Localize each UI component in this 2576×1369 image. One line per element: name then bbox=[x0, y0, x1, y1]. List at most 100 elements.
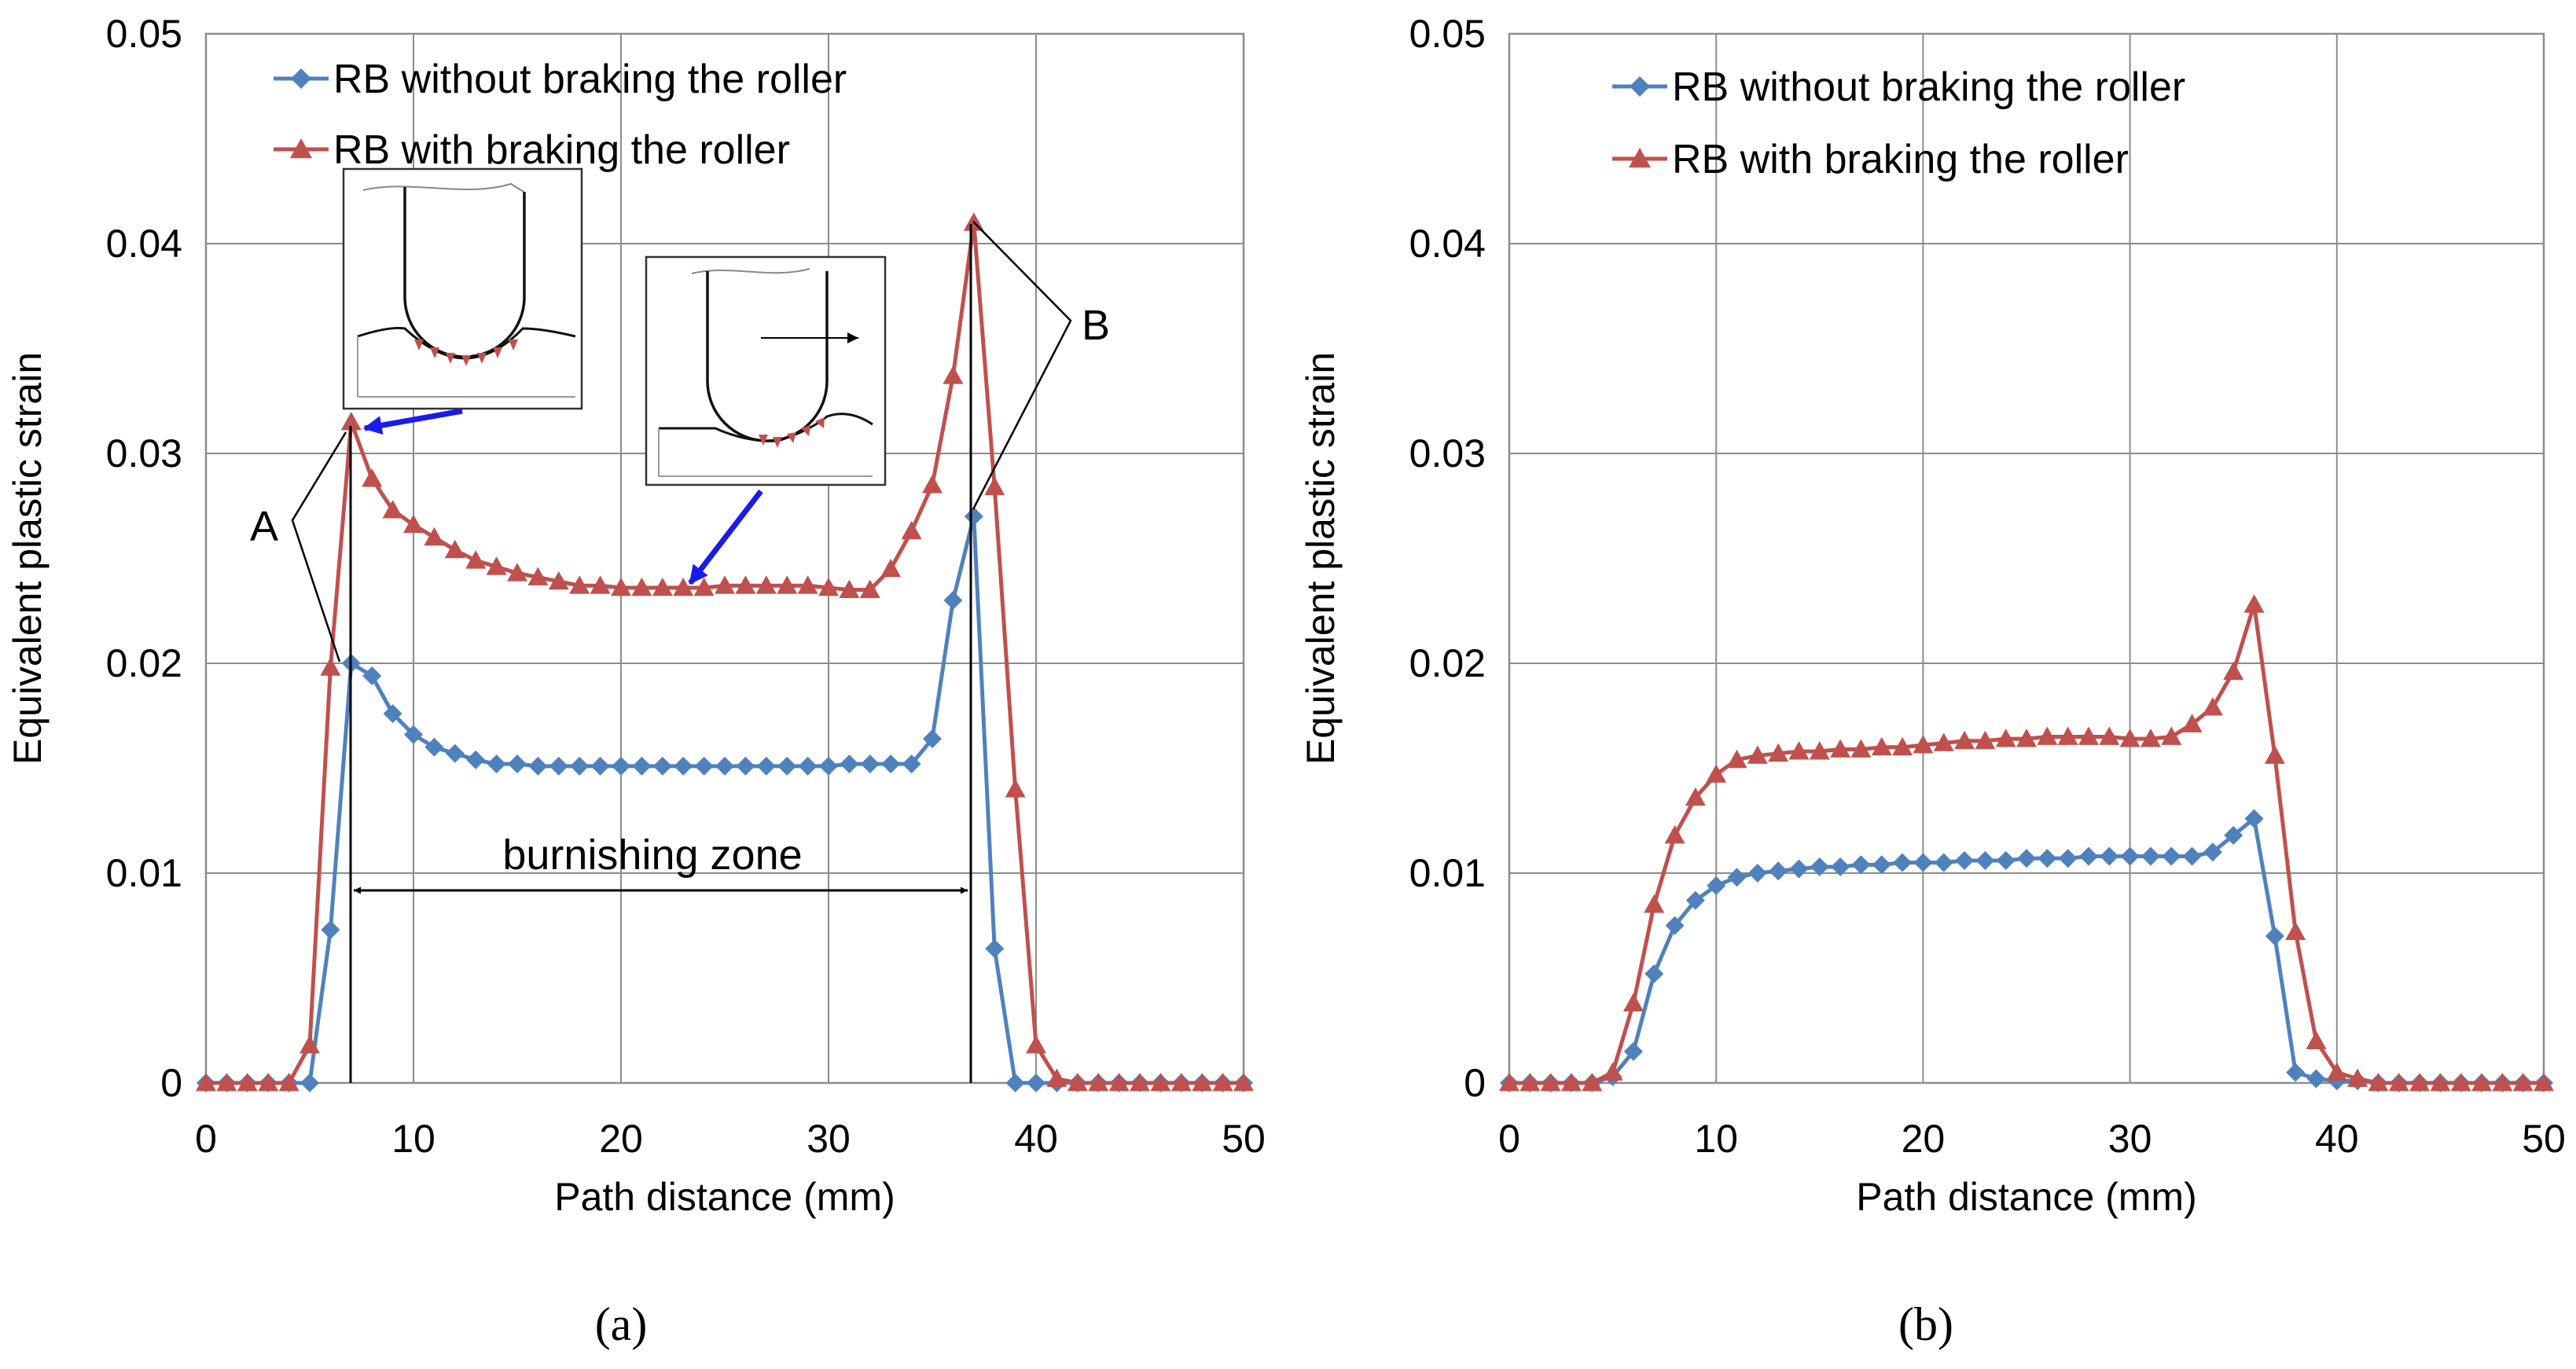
data-point bbox=[777, 756, 797, 776]
data-point bbox=[527, 567, 549, 585]
data-point bbox=[2347, 1068, 2368, 1088]
data-point bbox=[1707, 876, 1726, 896]
data-point bbox=[1769, 861, 1788, 881]
data-point bbox=[445, 743, 465, 763]
data-point bbox=[1233, 1073, 1254, 1092]
data-point bbox=[652, 577, 673, 596]
data-point bbox=[1067, 1073, 1088, 1092]
data-point bbox=[818, 577, 839, 596]
legend-item-without-braking: RB without braking the roller bbox=[274, 57, 847, 102]
data-point bbox=[1046, 1068, 1068, 1088]
x-tick-labels-b: 0 10 20 30 40 50 bbox=[1498, 1117, 2566, 1161]
series-line bbox=[1509, 602, 2544, 1085]
x-tick-label: 50 bbox=[2522, 1117, 2566, 1161]
data-point bbox=[508, 754, 527, 774]
data-point bbox=[2017, 849, 2036, 868]
data-point bbox=[2161, 726, 2182, 745]
data-point bbox=[901, 520, 922, 540]
panel-label-b: (b) bbox=[1898, 1298, 1953, 1350]
series-layer-a bbox=[196, 212, 1254, 1092]
data-point bbox=[1706, 764, 1727, 783]
x-tick-label: 0 bbox=[195, 1117, 217, 1161]
data-point bbox=[2037, 726, 2058, 745]
data-point bbox=[943, 365, 964, 384]
data-point bbox=[2471, 1073, 2493, 1092]
data-point bbox=[1872, 855, 1891, 875]
data-point bbox=[1789, 859, 1809, 879]
data-point bbox=[465, 550, 487, 569]
x-tick-label: 20 bbox=[1902, 1117, 1946, 1161]
data-point bbox=[756, 756, 776, 776]
data-point bbox=[528, 756, 548, 776]
annotations-a: burnishing zone A B bbox=[250, 167, 1110, 1083]
data-point bbox=[590, 575, 611, 594]
data-point bbox=[797, 575, 818, 594]
data-point bbox=[383, 704, 402, 724]
legend-b: RB without braking the roller RB with br… bbox=[1612, 64, 2185, 182]
data-point bbox=[2306, 1069, 2326, 1088]
data-point bbox=[2326, 1062, 2347, 1081]
data-point bbox=[1727, 868, 1747, 887]
data-point bbox=[321, 920, 340, 940]
data-point bbox=[1810, 857, 1829, 876]
data-point bbox=[611, 577, 631, 596]
y-tick-label: 0 bbox=[1464, 1061, 1486, 1105]
data-point bbox=[1026, 1034, 1046, 1054]
data-point bbox=[2265, 927, 2284, 946]
data-point bbox=[196, 1073, 216, 1092]
y-tick-label: 0.04 bbox=[1409, 222, 1486, 266]
data-point bbox=[1913, 735, 1934, 754]
data-point bbox=[1582, 1073, 1603, 1092]
data-point bbox=[2058, 849, 2078, 868]
chart-panel-a: 0 0.01 0.02 0.03 0.04 0.05 0 10 20 30 40 50 Path d… bbox=[6, 12, 1266, 1350]
data-point bbox=[2264, 745, 2285, 764]
data-point bbox=[258, 1073, 279, 1092]
data-point bbox=[1170, 1073, 1192, 1092]
data-point bbox=[1995, 729, 2016, 747]
data-point bbox=[736, 756, 755, 776]
data-point bbox=[1130, 1073, 1150, 1092]
series-without-braking bbox=[1500, 809, 2553, 1092]
data-point bbox=[859, 579, 880, 598]
data-point bbox=[1747, 864, 1767, 883]
burnishing-zone-label: burnishing zone bbox=[502, 831, 802, 879]
x-axis-title-b: Path distance (mm) bbox=[1856, 1175, 2196, 1219]
grid-b bbox=[1508, 33, 2545, 1084]
inset-start-pointer bbox=[362, 408, 463, 435]
x-tick-label: 10 bbox=[1694, 1117, 1738, 1161]
data-point bbox=[216, 1073, 237, 1092]
data-point bbox=[715, 575, 735, 594]
data-point bbox=[403, 514, 424, 534]
data-point bbox=[880, 558, 902, 578]
y-tick-label: 0.03 bbox=[106, 431, 182, 475]
x-tick-label: 20 bbox=[599, 1117, 643, 1161]
data-point bbox=[424, 527, 445, 546]
y-tick-label: 0.02 bbox=[1409, 641, 1486, 685]
y-tick-label: 0.04 bbox=[106, 222, 182, 266]
data-point bbox=[1831, 857, 1850, 876]
data-point bbox=[2162, 846, 2181, 866]
data-point bbox=[300, 1074, 319, 1092]
data-point bbox=[2244, 809, 2264, 828]
legend-item-with-braking: RB with braking the roller bbox=[274, 127, 790, 173]
legend-a: RB without braking the roller RB with br… bbox=[274, 57, 847, 173]
data-point bbox=[1893, 853, 1913, 872]
data-point bbox=[1955, 850, 1975, 870]
data-point bbox=[424, 737, 444, 757]
data-point bbox=[1520, 1073, 1541, 1092]
data-point bbox=[1622, 993, 1644, 1011]
data-point bbox=[382, 500, 403, 519]
data-point bbox=[673, 577, 694, 596]
diamond-marker-icon bbox=[1630, 76, 1650, 97]
data-point bbox=[2140, 729, 2161, 747]
data-point bbox=[1192, 1073, 1213, 1092]
data-point bbox=[1665, 916, 1685, 935]
diamond-marker-icon bbox=[291, 68, 311, 89]
data-point bbox=[1150, 1073, 1171, 1092]
data-point bbox=[1934, 853, 1953, 872]
plot-area-a bbox=[204, 32, 1245, 1085]
data-point bbox=[570, 756, 590, 776]
y-axis-title-b: Equivalent plastic strain bbox=[1299, 352, 1343, 765]
legend-label: RB without braking the roller bbox=[333, 57, 847, 102]
data-point bbox=[2100, 846, 2119, 866]
